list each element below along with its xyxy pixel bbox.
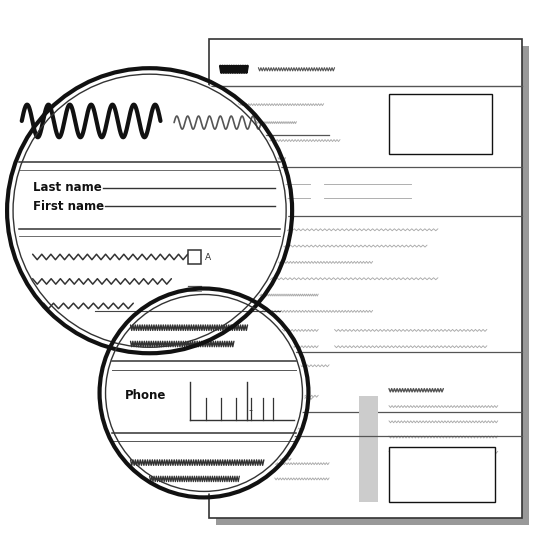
Circle shape bbox=[103, 293, 305, 493]
Text: -: - bbox=[249, 405, 253, 415]
Bar bbox=[389, 94, 492, 153]
Text: Last name: Last name bbox=[33, 182, 101, 194]
Text: A: A bbox=[205, 253, 211, 262]
Bar bbox=[389, 447, 495, 502]
Circle shape bbox=[11, 72, 288, 349]
Bar bbox=[359, 396, 378, 502]
Polygon shape bbox=[163, 295, 215, 347]
Text: First name: First name bbox=[33, 200, 104, 213]
Text: Phone: Phone bbox=[125, 389, 166, 402]
Polygon shape bbox=[216, 46, 529, 524]
Polygon shape bbox=[209, 39, 522, 518]
Bar bbox=[188, 251, 201, 264]
